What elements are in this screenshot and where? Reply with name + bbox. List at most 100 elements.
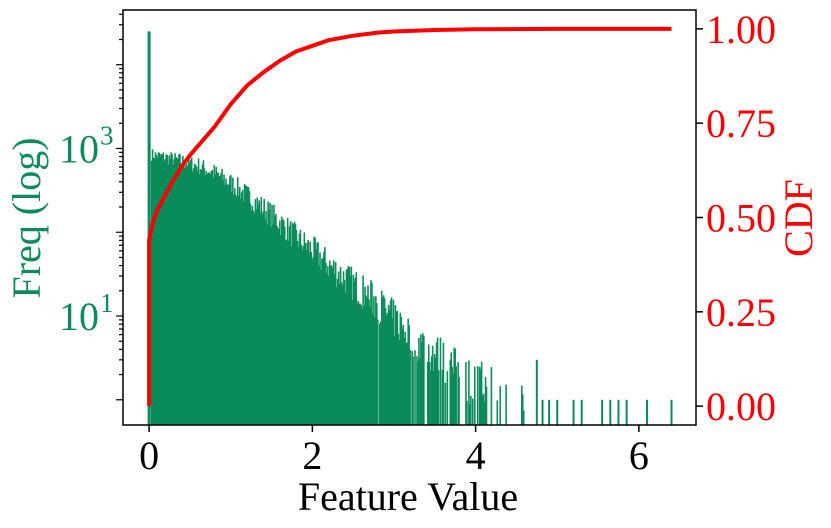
histogram-bar	[243, 183, 246, 425]
histogram-bar	[187, 155, 190, 425]
histogram-bar	[178, 154, 180, 425]
histogram-bar	[444, 382, 447, 425]
histogram-bar	[255, 209, 258, 425]
histogram-bar	[277, 227, 279, 425]
histogram-bar	[457, 362, 459, 425]
histogram-bar	[338, 283, 341, 425]
histogram-bar	[370, 280, 372, 425]
histogram-bar	[271, 205, 273, 425]
histogram-bar	[317, 242, 319, 425]
histogram-bar	[152, 157, 155, 426]
histogram-bar	[175, 156, 177, 425]
histogram-bar	[182, 156, 184, 425]
histogram-bar	[225, 178, 227, 425]
histogram-bar	[394, 305, 397, 425]
histogram-bar	[499, 386, 502, 425]
histogram-bar	[215, 167, 217, 425]
histogram-bar	[264, 219, 266, 425]
y-left-tick-label: 10	[59, 294, 99, 339]
histogram-bar	[339, 266, 342, 425]
histogram-bar	[238, 186, 241, 425]
histogram-bar	[282, 219, 284, 425]
x-tick-label: 6	[629, 433, 649, 478]
histogram-bar	[299, 229, 302, 425]
histogram-bar	[381, 297, 384, 425]
histogram-bar	[174, 153, 176, 425]
histogram-outlier-bar	[601, 399, 604, 425]
histogram-bar	[322, 257, 324, 425]
histogram-bar	[160, 153, 163, 425]
histogram-bar	[214, 174, 216, 425]
histogram-bar	[269, 202, 271, 425]
histogram-bar	[405, 343, 407, 425]
histogram-bar	[358, 303, 360, 425]
histogram-bar	[355, 272, 358, 425]
histogram-bar	[380, 290, 383, 425]
histogram-bar	[346, 268, 349, 425]
histogram-bar	[295, 230, 298, 425]
histogram-bar	[374, 316, 376, 425]
histogram-bar	[205, 171, 208, 425]
histogram-bar	[402, 324, 405, 425]
histogram-bar	[321, 258, 323, 425]
histogram-outlier-bar	[625, 399, 628, 425]
histogram-bar	[409, 349, 411, 425]
histogram-bar	[177, 159, 179, 425]
histogram-bar	[334, 262, 337, 425]
histogram-bar	[434, 357, 437, 425]
histogram-bar	[189, 159, 192, 425]
histogram-bar	[423, 336, 425, 425]
histogram-bar	[319, 252, 321, 425]
histogram-bar	[414, 350, 416, 425]
histogram-bar	[154, 152, 157, 425]
histogram-bar	[193, 163, 196, 426]
histogram-bar	[246, 186, 249, 425]
histogram-bar	[173, 159, 175, 425]
histogram-spike-bar	[147, 31, 151, 426]
histogram-bar	[437, 370, 440, 425]
histogram-bar	[289, 221, 292, 425]
histogram-bar	[181, 163, 183, 426]
histogram-bar	[335, 287, 338, 425]
histogram-bar	[166, 154, 169, 426]
histogram-bar	[480, 361, 483, 425]
histogram-bar	[180, 163, 182, 425]
histogram-bar	[399, 312, 402, 425]
histogram-bar	[360, 305, 362, 425]
histogram-bar	[476, 366, 479, 425]
histogram-bar	[168, 155, 170, 425]
histogram-bar	[449, 359, 452, 425]
histogram-bar	[194, 164, 197, 425]
histogram-bar	[353, 281, 356, 425]
histogram-bar	[249, 203, 252, 425]
histogram-bar	[436, 337, 439, 425]
histogram-bar	[223, 174, 225, 425]
histogram-bar	[505, 384, 507, 425]
histogram-bar	[342, 271, 345, 425]
histogram-bar	[297, 246, 300, 425]
histogram-bar	[332, 260, 335, 425]
histogram-bar	[226, 184, 228, 425]
histogram-bar	[431, 345, 434, 425]
histogram-outlier-bar	[556, 399, 559, 425]
histogram-bar	[183, 164, 185, 426]
histogram-bar	[357, 300, 360, 425]
histogram-bar	[452, 373, 455, 425]
histogram-bar	[210, 171, 213, 425]
histogram-bar	[359, 303, 361, 425]
histogram-bar	[408, 325, 410, 425]
histogram-bar	[442, 342, 445, 425]
histogram-bar	[200, 169, 203, 425]
y-left-tick-exponent: 1	[100, 288, 114, 318]
histogram-bar	[450, 352, 453, 425]
histogram-bar	[482, 393, 485, 425]
histogram-bar	[416, 356, 418, 425]
histogram-bar	[184, 167, 186, 426]
histogram-bar	[473, 366, 476, 425]
histogram-bar	[216, 172, 218, 425]
histogram-bar	[458, 376, 460, 425]
y-left-axis-label: Freq (log)	[4, 137, 49, 298]
histogram-bar	[242, 201, 245, 425]
histogram-bar	[266, 224, 268, 425]
